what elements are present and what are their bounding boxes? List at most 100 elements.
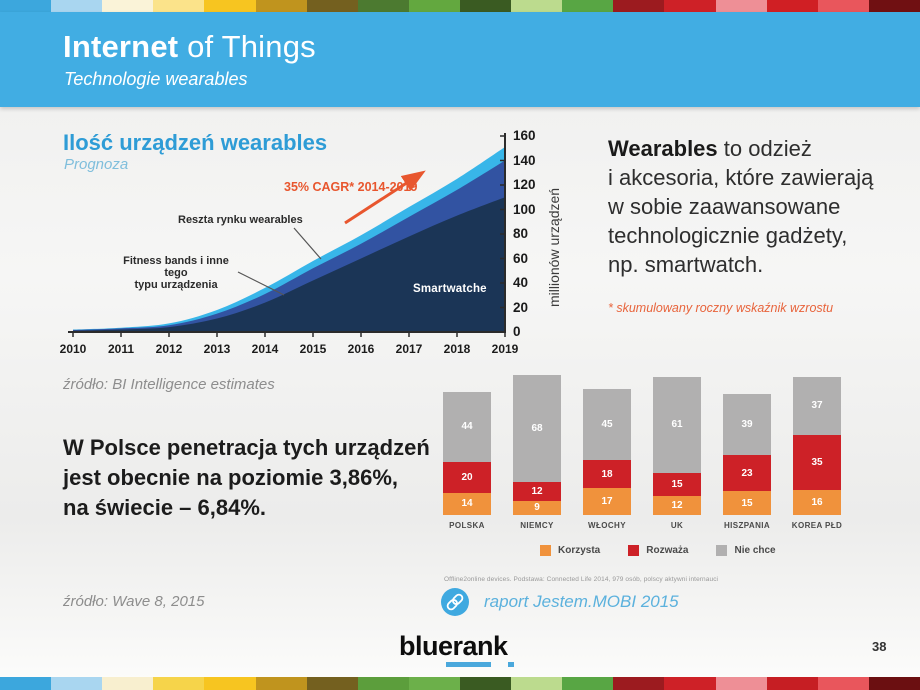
definition-line: technologicznie gadżety, — [608, 223, 848, 248]
stripe-segment — [408, 0, 460, 12]
slide-subtitle: Technologie wearables — [64, 69, 248, 89]
stripe-segment — [408, 677, 460, 690]
bottom-color-stripe — [0, 677, 920, 690]
wearables-area-chart — [68, 133, 506, 337]
bar-segment-Nie chce: 61 — [653, 376, 701, 473]
definition-text: to odzież — [717, 136, 812, 161]
bar-segment-Korzysta: 15 — [723, 491, 771, 515]
slide-title-rest: of Things — [178, 29, 316, 64]
stripe-segment — [766, 0, 818, 12]
bar-NIEMCY: 9 12 68 — [513, 375, 561, 515]
definition-line: Wearables to odzież — [608, 134, 873, 163]
x-axis-label: 2016 — [347, 342, 375, 356]
area-chart-title: Ilość urządzeń wearables — [63, 130, 328, 155]
slide-header: Internet of Things Technologie wearables — [0, 12, 920, 107]
series-label-fitness-line1: Fitness bands i inne tego — [123, 255, 229, 279]
definition-line: i akcesoria, które zawierają — [608, 165, 874, 190]
x-axis-labels: 2010 2011 2012 2013 2014 2015 2016 2017 2018 2019 — [55, 342, 555, 358]
slide-title-bold: Internet — [63, 29, 179, 64]
series-label-reszta: Reszta rynku wearables — [178, 214, 303, 226]
stripe-segment — [0, 677, 52, 690]
bar-segment-Nie chce: 39 — [723, 393, 771, 456]
bluerank-logo-dot — [508, 662, 514, 667]
bluerank-logo-underline — [446, 662, 491, 667]
bar-segment-Rozważa: 35 — [793, 434, 841, 490]
stripe-segment — [153, 677, 205, 690]
report-link-text[interactable]: raport Jestem.MOBI 2015 — [484, 592, 679, 611]
cagr-growth-arrow — [344, 170, 426, 225]
poland-line: jest obecnie na poziomie 3,86%, — [63, 465, 398, 490]
bar-segment-Rozważa: 12 — [513, 481, 561, 501]
bar-segment-Nie chce: 68 — [513, 375, 561, 482]
bar-segment-Rozważa: 20 — [443, 461, 491, 493]
area-chart-source: źródło: BI Intelligence estimates — [63, 376, 275, 393]
page-number: 38 — [872, 639, 887, 654]
stripe-segment — [562, 0, 614, 12]
cagr-footnote: * skumulowany roczny wskaźnik wzrostu — [608, 301, 834, 315]
bar-UK: 12 15 61 — [653, 376, 701, 515]
stripe-segment — [868, 0, 920, 12]
x-axis-label: 2010 — [59, 342, 87, 356]
bar-segment-Korzysta: 12 — [653, 496, 701, 515]
x-axis-label: 2012 — [155, 342, 183, 356]
bar-chart-legend: Korzysta Rozważa Nie chce — [540, 545, 776, 556]
x-axis-label: 2019 — [491, 342, 519, 356]
bar-POLSKA: 14 20 44 — [443, 392, 491, 515]
legend-swatch — [540, 545, 551, 556]
legend-label: Korzysta — [558, 545, 601, 556]
country-label: POLSKA — [449, 521, 485, 530]
stripe-segment — [766, 677, 818, 690]
stripe-segment — [102, 677, 154, 690]
bar-segment-Korzysta: 14 — [443, 492, 491, 515]
slide-title: Internet of Things — [63, 29, 316, 65]
bar-segment-Rozważa: 23 — [723, 455, 771, 492]
poland-line: W Polsce penetracja tych urządzeń — [63, 435, 430, 460]
bar-segment-Korzysta: 16 — [793, 489, 841, 515]
country-label: UK — [670, 521, 684, 530]
stripe-segment — [664, 0, 716, 12]
country-label: WŁOCHY — [588, 521, 626, 530]
bar-segment-Nie chce: 44 — [443, 392, 491, 462]
bar-segment-Nie chce: 37 — [793, 376, 841, 435]
stripe-segment — [562, 677, 614, 690]
legend-swatch — [628, 545, 640, 556]
stripe-segment — [306, 0, 358, 12]
legend-item: Nie chce — [716, 545, 776, 556]
bar-chart-footnote: Offline2online devices. Podstawa: Connec… — [444, 576, 719, 583]
stripe-segment — [0, 0, 52, 12]
definition-line: np. smartwatch. — [608, 252, 764, 277]
bar-segment-Rozważa: 15 — [653, 472, 701, 497]
bar-segment-Korzysta: 17 — [583, 488, 631, 515]
series-label-fitness: Fitness bands i inne tego typu urządzeni… — [112, 255, 240, 291]
stripe-segment — [306, 677, 358, 690]
link-icon[interactable] — [441, 588, 469, 616]
series-label-smartwatche: Smartwatche — [413, 283, 487, 295]
stripe-segment — [715, 0, 767, 12]
definition-bold-word: Wearables — [608, 136, 718, 161]
bluerank-logo: bluerank — [399, 631, 529, 673]
definition-line: w sobie zaawansowane — [608, 194, 841, 219]
stripe-segment — [357, 0, 409, 12]
stripe-segment — [204, 0, 256, 12]
stripe-segment — [255, 0, 307, 12]
x-axis-label: 2014 — [251, 342, 279, 356]
stripe-segment — [204, 677, 256, 690]
legend-item: Korzysta — [540, 545, 600, 556]
poland-source: źródło: Wave 8, 2015 — [63, 593, 205, 610]
bluerank-logo-text: bluerank — [399, 631, 508, 661]
fitness-leader-line — [237, 271, 285, 296]
legend-label: Rozważa — [646, 545, 689, 556]
stripe-segment — [255, 677, 307, 690]
stripe-segment — [51, 677, 103, 690]
area-chart-subtitle: Prognoza — [64, 156, 129, 173]
country-label: NIEMCY — [520, 521, 554, 530]
x-axis-label: 2011 — [107, 342, 135, 356]
stripe-segment — [511, 0, 563, 12]
stripe-segment — [868, 677, 920, 690]
report-link[interactable]: raport Jestem.MOBI 2015 — [441, 588, 679, 616]
bar-HISZPANIA: 15 23 39 — [723, 393, 771, 515]
poland-line: na świecie – 6,84%. — [63, 495, 267, 520]
poland-penetration-text: W Polsce penetracja tych urządzeń jest o… — [63, 433, 430, 523]
area-series-0 — [73, 197, 505, 332]
x-axis-label: 2017 — [395, 342, 423, 356]
